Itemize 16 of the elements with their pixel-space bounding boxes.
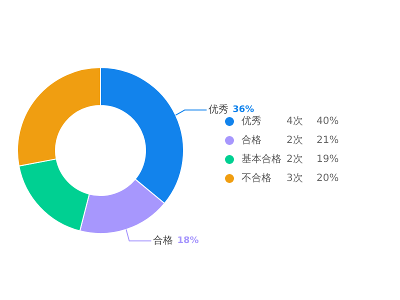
slice-label: 优秀 (208, 104, 229, 116)
text: 3次 (286, 173, 303, 184)
legend-label: 不合格 (242, 172, 272, 184)
legend-label: 合格 (242, 134, 262, 146)
data-label: 18% (177, 236, 199, 246)
legend-label: 优秀 (242, 115, 262, 127)
text: 21% (316, 135, 339, 146)
text: 20% (316, 173, 339, 184)
text: 2次 (286, 135, 303, 146)
data-label: 36% (232, 105, 254, 116)
text: 40% (316, 116, 339, 127)
text: 2次 (286, 154, 303, 165)
legend-label: 基本合格 (242, 153, 282, 165)
text: 19% (316, 154, 339, 165)
text: 4次 (286, 116, 303, 127)
slice-label: 合格 (153, 234, 174, 246)
